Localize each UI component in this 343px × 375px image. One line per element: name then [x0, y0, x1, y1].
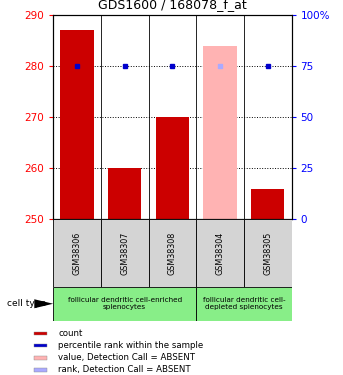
- Bar: [53, 219, 101, 287]
- Bar: [149, 219, 196, 287]
- Bar: [53, 287, 196, 321]
- Text: GSM38306: GSM38306: [72, 231, 82, 275]
- Bar: [108, 168, 141, 219]
- Bar: [60, 30, 94, 219]
- Text: GSM38305: GSM38305: [263, 231, 272, 275]
- Bar: [156, 117, 189, 219]
- Bar: [34, 368, 47, 372]
- Bar: [196, 219, 244, 287]
- Bar: [101, 219, 149, 287]
- Bar: [203, 46, 237, 219]
- Text: cell type: cell type: [7, 299, 46, 308]
- Text: GSM38308: GSM38308: [168, 231, 177, 275]
- Bar: [244, 219, 292, 287]
- Bar: [34, 356, 47, 360]
- Bar: [34, 344, 47, 347]
- Text: rank, Detection Call = ABSENT: rank, Detection Call = ABSENT: [58, 365, 191, 374]
- Text: follicular dendritic cell-
depleted splenocytes: follicular dendritic cell- depleted sple…: [203, 297, 285, 310]
- Text: percentile rank within the sample: percentile rank within the sample: [58, 341, 203, 350]
- Text: follicular dendritic cell-enriched
splenocytes: follicular dendritic cell-enriched splen…: [68, 297, 182, 310]
- Text: value, Detection Call = ABSENT: value, Detection Call = ABSENT: [58, 353, 195, 362]
- Title: GDS1600 / 168078_f_at: GDS1600 / 168078_f_at: [98, 0, 247, 11]
- Text: GSM38307: GSM38307: [120, 231, 129, 275]
- Text: GSM38304: GSM38304: [215, 231, 225, 275]
- Bar: [34, 332, 47, 335]
- Polygon shape: [34, 299, 53, 308]
- Bar: [251, 189, 284, 219]
- Bar: [196, 287, 292, 321]
- Text: count: count: [58, 329, 83, 338]
